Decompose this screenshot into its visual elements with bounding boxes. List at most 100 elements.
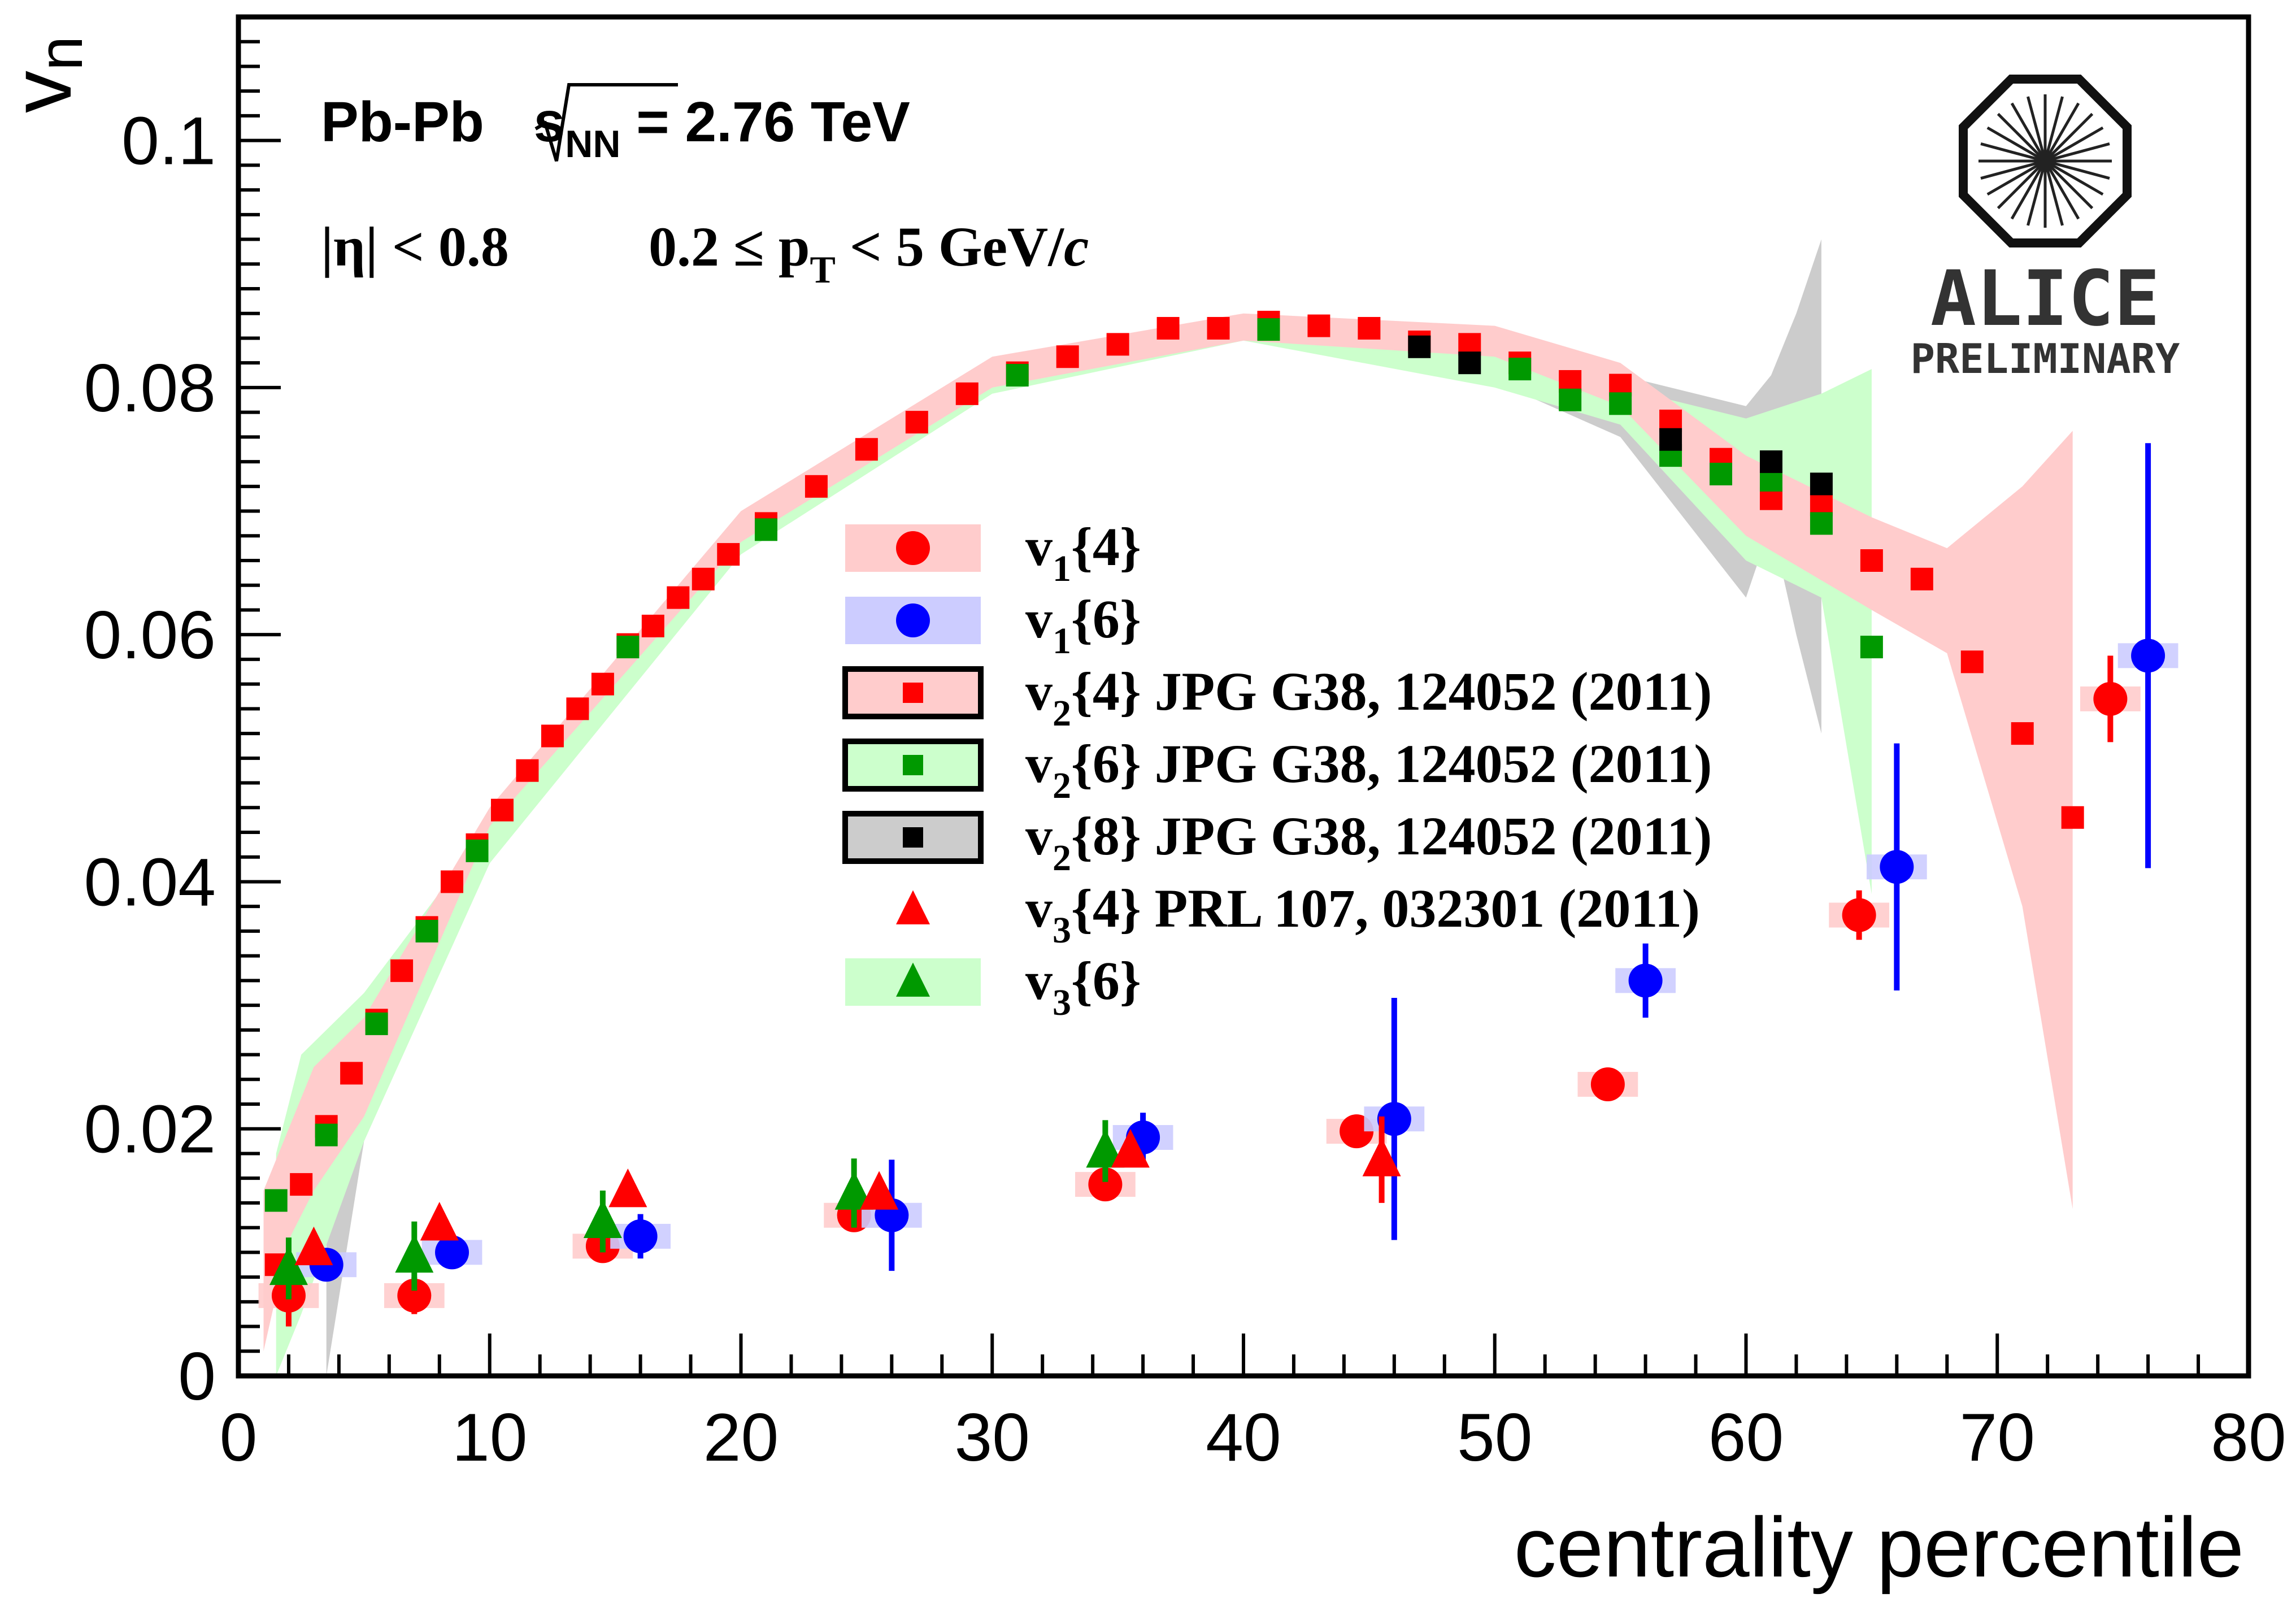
legend-label-v2-8: v2{8} JPG G38, 124052 (2011) [1025, 806, 1712, 879]
legend-label-rest: {6} [1071, 950, 1141, 1011]
legend-label-v2-4: v2{4} JPG G38, 124052 (2011) [1025, 661, 1712, 734]
x-tick-label: 40 [1206, 1400, 1281, 1475]
data-point [608, 1168, 647, 1208]
logo-ray [2044, 112, 2094, 162]
data-point [805, 475, 828, 498]
data-point [435, 1235, 469, 1270]
y-tick-label: 0.06 [84, 597, 216, 673]
logo-ray [2043, 96, 2064, 162]
legend-marker [896, 890, 930, 924]
logo-ray [2044, 159, 2104, 196]
data-point [860, 1171, 899, 1210]
data-point [955, 382, 979, 405]
alice-logo-name: ALICE [1930, 254, 2160, 343]
y-axis-title-sub: n [26, 36, 95, 71]
pt-pre: 0.2 ≤ p [649, 215, 810, 278]
legend-label-main: v [1025, 950, 1053, 1011]
data-point [2011, 722, 2034, 745]
data-point [441, 870, 464, 893]
data-point [754, 518, 777, 541]
legend-marker [903, 683, 923, 703]
data-point [1628, 963, 1663, 998]
legend-label-sub: 2 [1053, 693, 1071, 734]
data-point [717, 543, 740, 566]
legend-label-main: v [1025, 516, 1053, 577]
legend [842, 524, 984, 1006]
legend-label-v3-6: v3{6} [1025, 950, 1141, 1023]
data-point [1810, 512, 1833, 535]
x-axis-title: centrality percentile [1514, 1500, 2244, 1595]
data-point [365, 1012, 388, 1035]
data-point [2131, 639, 2165, 673]
data-point [1759, 450, 1782, 474]
y-tick-label: 0.08 [84, 350, 216, 426]
logo-ray [1997, 112, 2046, 162]
legend-label-v3-4: v3{4} PRL 107, 032301 (2011) [1025, 878, 1700, 951]
data-point [1960, 650, 1984, 674]
data-point [2061, 806, 2084, 829]
data-point [264, 1189, 288, 1212]
system-pre: Pb-Pb [321, 90, 500, 154]
x-tick-label: 70 [1960, 1400, 2035, 1475]
legend-label-sub: 3 [1053, 982, 1071, 1023]
data-point [692, 567, 715, 590]
logo-ray [2043, 160, 2064, 226]
logo-ray [2027, 96, 2047, 162]
legend-label-main: v [1025, 589, 1053, 649]
data-point [1458, 351, 1481, 375]
data-points [258, 311, 2178, 1327]
x-tick-label: 10 [452, 1400, 527, 1475]
axis-ticks [237, 15, 2250, 1378]
legend-labels: v1{4} v1{6} v2{4} JPG G38, 124052 (2011)… [1025, 516, 1712, 1023]
data-point [1088, 1167, 1123, 1202]
logo-ray [2044, 160, 2094, 210]
legend-label-sub: 3 [1053, 910, 1071, 951]
y-axis-title: vn [0, 36, 95, 113]
y-axis-title-main: v [0, 71, 89, 113]
data-point [1508, 358, 1532, 381]
legend-label-sub: 1 [1053, 620, 1071, 662]
logo-ray [2010, 102, 2047, 162]
logo-ray [1980, 142, 2046, 163]
systematic-bands [263, 239, 2073, 1376]
logo-ray [1980, 159, 2046, 180]
logo-ray [1997, 160, 2046, 210]
legend-label-main: v [1025, 806, 1053, 866]
data-point [315, 1123, 338, 1146]
y-tick-label: 0.1 [121, 103, 216, 179]
data-point [415, 919, 438, 943]
logo-ray [1986, 126, 2046, 163]
alice-logo-center-icon [2038, 154, 2052, 168]
alice-logo-rays-icon [1978, 94, 2112, 228]
legend-label-v2-6: v2{6} JPG G38, 124052 (2011) [1025, 733, 1712, 806]
alice-logo-octagon-icon [1959, 75, 2132, 247]
legend-label-rest: {6} JPG G38, 124052 (2011) [1071, 733, 1712, 794]
y-tick-label: 0.04 [84, 844, 216, 920]
alice-logo: ALICE PRELIMINARY [1911, 75, 2180, 383]
x-tick-label: 20 [703, 1400, 779, 1475]
data-point [1408, 335, 1431, 358]
legend-marker [903, 827, 923, 848]
system-post: = 2.76 TeV [621, 90, 911, 154]
legend-marker [896, 603, 930, 637]
data-point [490, 798, 514, 822]
y-tick-label: 0 [178, 1339, 216, 1414]
legend-label-main: v [1025, 878, 1053, 939]
pt-unit: c [1064, 215, 1089, 278]
data-point [834, 1171, 873, 1210]
data-point [1056, 345, 1079, 368]
system-sub: NN [565, 123, 620, 166]
x-tick-label: 0 [220, 1400, 258, 1475]
logo-ray [2044, 126, 2104, 163]
data-point [855, 438, 878, 461]
data-point [616, 636, 640, 659]
data-point [1006, 364, 1029, 387]
sqrt-sign-icon [534, 83, 678, 162]
data-point [566, 697, 589, 720]
logo-ray [2010, 160, 2047, 220]
legend-label-sub: 2 [1053, 837, 1071, 879]
x-tick-label: 80 [2211, 1400, 2286, 1475]
y-tick-label: 0.02 [84, 1092, 216, 1167]
data-point [294, 1226, 333, 1266]
